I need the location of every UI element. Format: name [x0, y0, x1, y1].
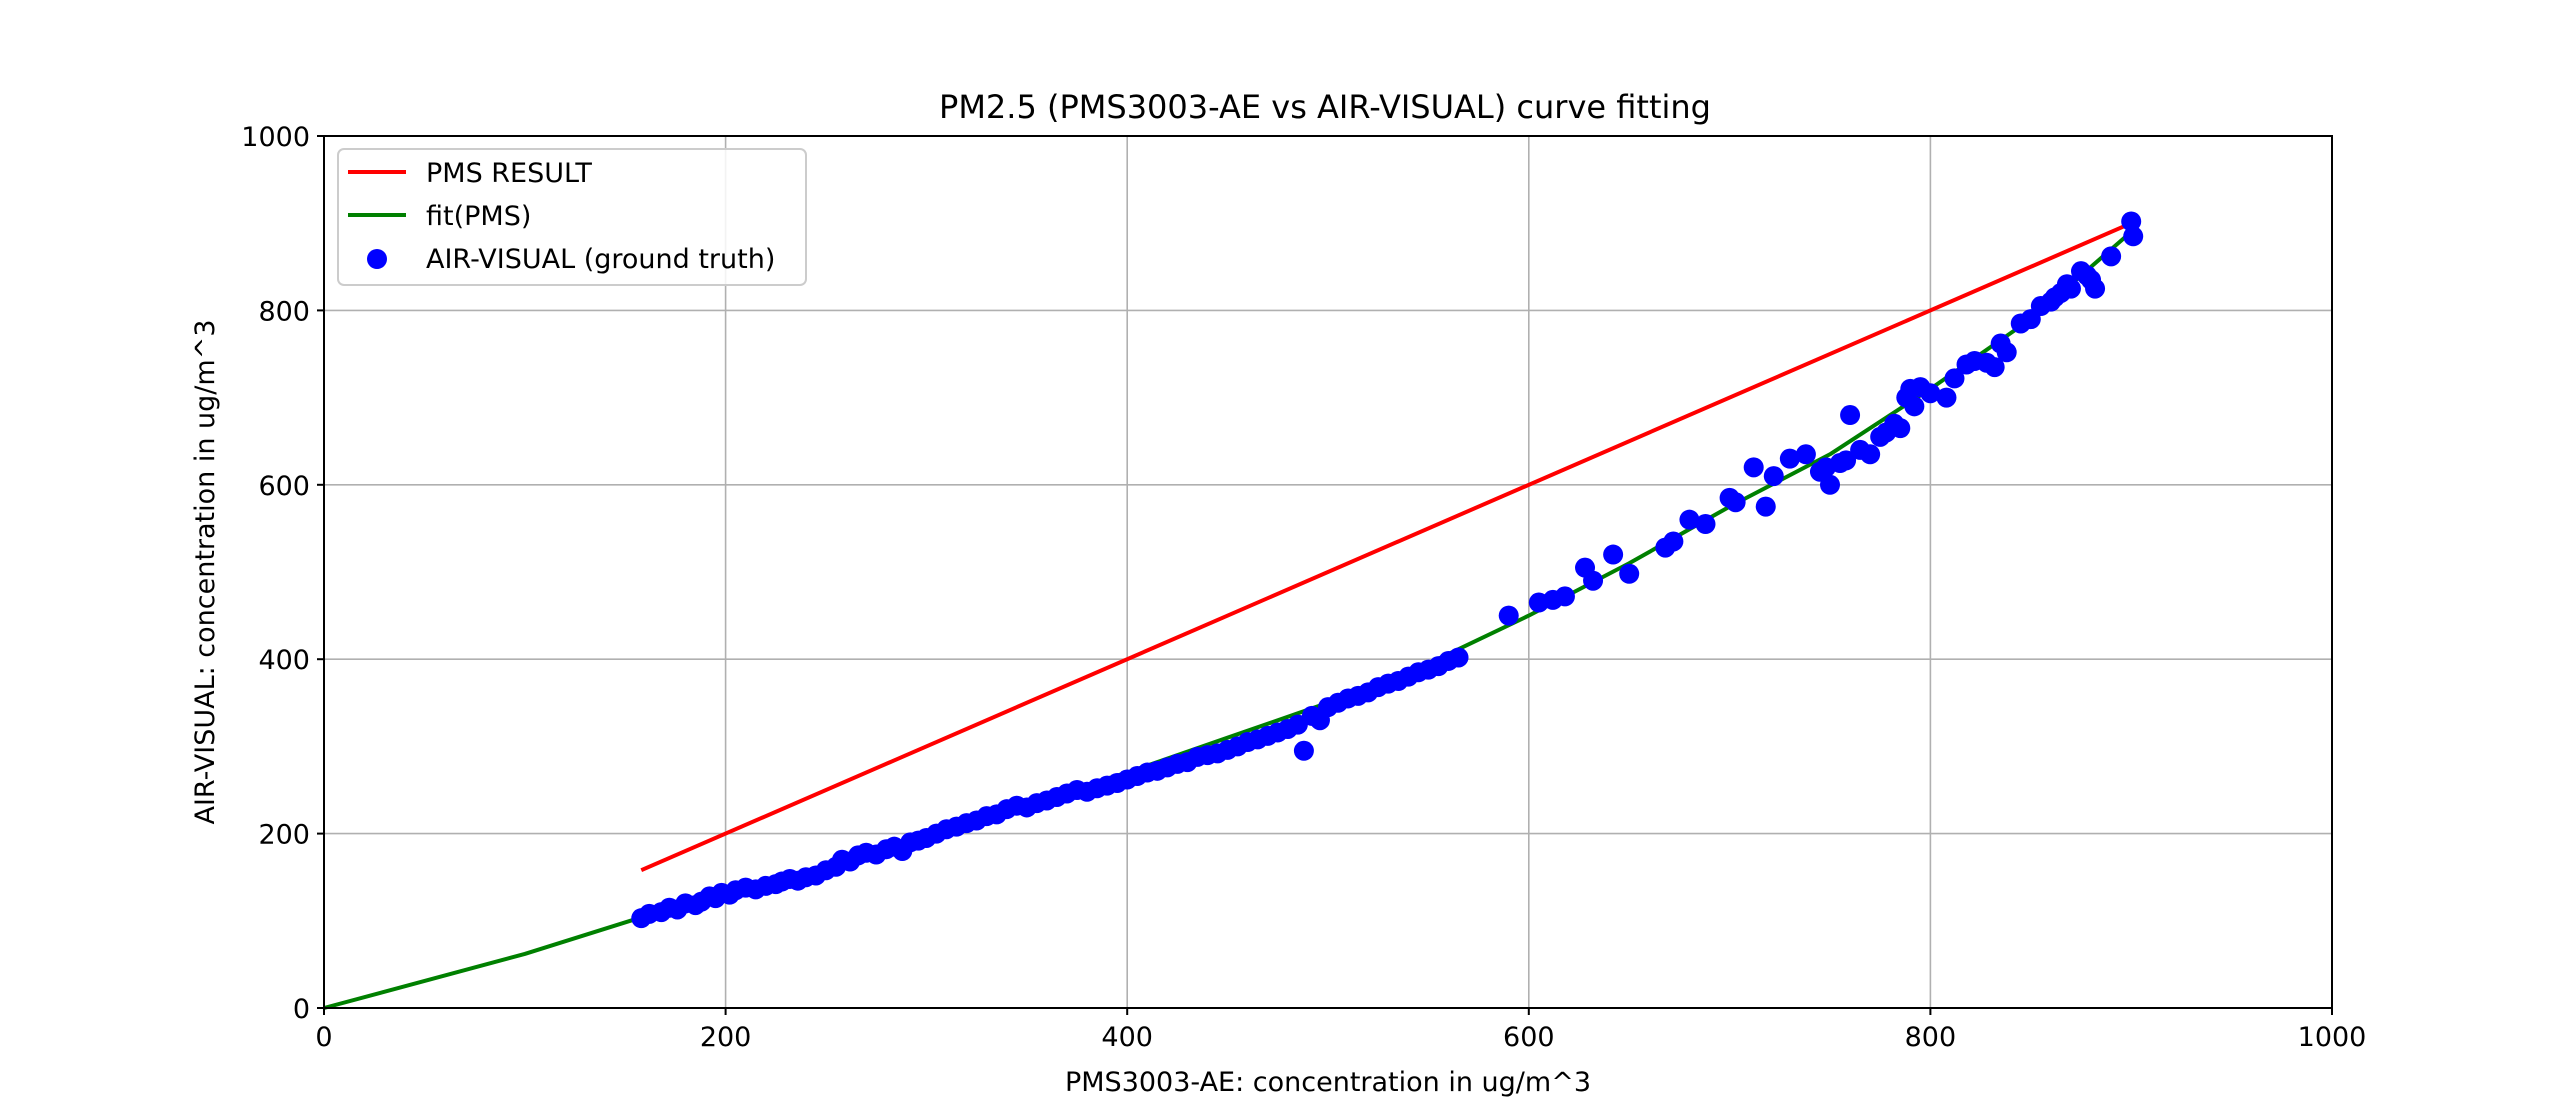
y-tick-label: 800	[258, 296, 310, 327]
y-axis-label: AIR-VISUAL: concentration in ug/m^3	[190, 319, 221, 824]
ground-truth-point	[2123, 226, 2144, 247]
ground-truth-point	[1920, 383, 1941, 404]
ground-truth-point	[1498, 605, 1519, 626]
legend-label-fit: fit(PMS)	[426, 201, 531, 232]
ground-truth-point	[1890, 418, 1911, 439]
chart-title: PM2.5 (PMS3003-AE vs AIR-VISUAL) curve f…	[939, 88, 1711, 126]
legend: PMS RESULT fit(PMS) AIR-VISUAL (ground t…	[337, 148, 807, 286]
ground-truth-point	[1944, 368, 1965, 389]
y-tick-label: 0	[293, 994, 310, 1025]
ground-truth-point	[1936, 387, 1957, 408]
legend-label-pms-result: PMS RESULT	[426, 158, 592, 189]
ground-truth-point	[1619, 563, 1640, 584]
plot-area	[323, 211, 2144, 1010]
ground-truth-point	[1820, 474, 1840, 495]
x-tick-label: 200	[700, 1022, 752, 1053]
ground-truth-point	[2101, 246, 2122, 267]
y-tick-label: 1000	[241, 122, 310, 153]
ground-truth-point	[1779, 448, 1800, 469]
legend-label-ground-truth: AIR-VISUAL (ground truth)	[426, 244, 775, 275]
ground-truth-point	[1603, 544, 1624, 565]
ground-truth-point	[1583, 570, 1604, 591]
ground-truth-point	[1554, 586, 1575, 607]
ground-truth-point	[1795, 444, 1816, 465]
ground-truth-point	[1448, 647, 1469, 668]
ground-truth-point	[2060, 278, 2081, 299]
y-tick-label: 400	[258, 645, 310, 676]
x-tick-label: 1000	[2298, 1022, 2367, 1053]
y-tick-label: 600	[258, 471, 310, 502]
x-tick-label: 600	[1503, 1022, 1555, 1053]
ground-truth-point	[1836, 450, 1857, 471]
ground-truth-point	[1984, 357, 2005, 378]
x-axis-label: PMS3003-AE: concentration in ug/m^3	[1065, 1067, 1591, 1098]
ground-truth-point	[1860, 444, 1881, 465]
ground-truth-point	[1663, 531, 1684, 552]
legend-frame	[337, 148, 807, 286]
ground-truth-point	[2085, 278, 2106, 299]
x-tick-label: 0	[315, 1022, 332, 1053]
ground-truth-point	[1755, 496, 1776, 517]
axes-frame	[323, 135, 2333, 1009]
ground-truth-point	[1840, 405, 1861, 426]
legend-swatch-ground-truth	[367, 249, 387, 269]
x-tick-label: 800	[1905, 1022, 1957, 1053]
ground-truth-point	[1904, 396, 1925, 417]
ground-truth-point	[1743, 457, 1764, 478]
ground-truth-point	[1293, 740, 1314, 761]
ground-truth-point	[1996, 342, 2017, 363]
ground-truth-point	[1763, 466, 1784, 487]
pms-result-line	[640, 221, 2132, 873]
ground-truth-point	[1679, 509, 1700, 530]
y-tick-label: 200	[258, 820, 310, 851]
ground-truth-point	[1695, 514, 1716, 535]
ticks: 0 200 400 600 800 1000 0 200 400 600 800 1000	[241, 122, 2366, 1053]
ground-truth-point	[2121, 211, 2142, 232]
x-tick-label: 400	[1101, 1022, 1153, 1053]
ground-truth-point	[1725, 492, 1746, 513]
